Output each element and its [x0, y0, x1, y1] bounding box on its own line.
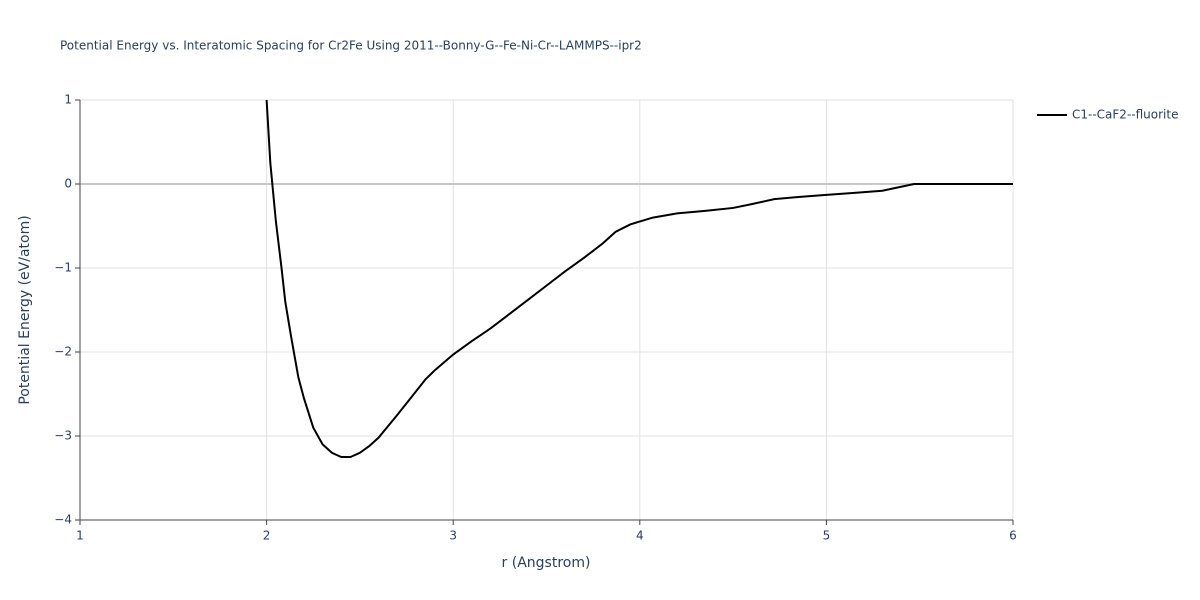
y-tick-label: −2	[54, 345, 72, 359]
x-tick-label: 6	[1009, 529, 1017, 543]
x-tick-label: 2	[263, 529, 271, 543]
y-tick-label: −4	[54, 513, 72, 527]
y-axis-title: Potential Energy (eV/atom)	[17, 215, 33, 404]
x-tick-label: 3	[449, 529, 457, 543]
data-line	[265, 99, 1013, 458]
y-tick-label: −3	[54, 429, 72, 443]
x-axis-title: r (Angstrom)	[502, 555, 591, 571]
y-tick-label: 0	[64, 177, 72, 191]
y-tick-label: −1	[54, 261, 72, 275]
plot-area	[265, 99, 1013, 458]
legend-label: C1--CaF2--fluorite	[1072, 108, 1178, 122]
legend: C1--CaF2--fluorite	[1037, 108, 1178, 122]
x-tick-label: 5	[823, 529, 831, 543]
x-tick-label: 4	[636, 529, 644, 543]
chart-title: Potential Energy vs. Interatomic Spacing…	[60, 39, 642, 53]
grid: 1 2 3 4 5 6 −4 −3 −2 −1 0 1	[54, 93, 1017, 543]
y-tick-label: 1	[64, 93, 72, 107]
x-tick-label: 1	[76, 529, 84, 543]
